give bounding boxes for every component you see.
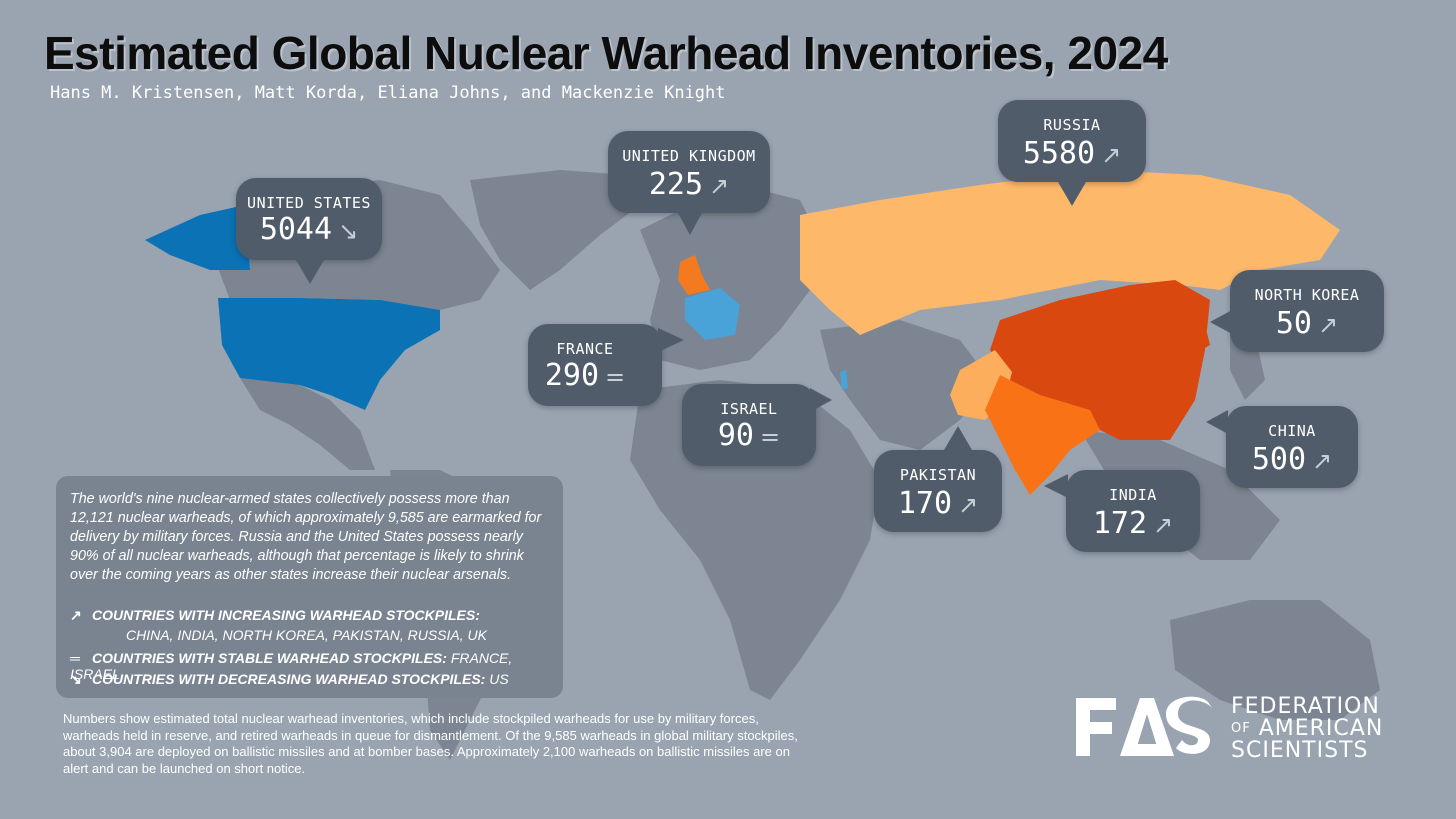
united-states-shape — [218, 298, 440, 410]
country-name: FRANCE — [556, 340, 614, 358]
callout-united-kingdom: UNITED KINGDOM 225 ↗ — [608, 131, 770, 235]
logo-line-american: AMERICAN — [1258, 716, 1384, 741]
legend-stable: ═ Countries with stable warhead stockpile… — [70, 650, 563, 682]
trend-increasing-icon: ↗ — [958, 491, 979, 519]
warhead-count: 290 — [544, 358, 600, 393]
info-paragraph: The world's nine nuclear-armed states co… — [70, 491, 542, 583]
trend-increasing-icon: ↗ — [1153, 511, 1174, 539]
country-name: INDIA — [1109, 486, 1157, 504]
callout-france: FRANCE 290 = — [528, 324, 684, 406]
israel-shape — [840, 370, 848, 390]
country-name: UNITED STATES — [247, 194, 371, 212]
legend-countries: China, India, North Korea, Pakistan, Rus… — [126, 627, 487, 643]
trend-stable-icon: = — [760, 423, 781, 451]
legend-decreasing: ↘ Countries with decreasing warhead stock… — [70, 671, 509, 688]
country-name: RUSSIA — [1043, 116, 1101, 134]
equals-icon: ═ — [70, 650, 80, 666]
greenland-shape — [470, 170, 640, 290]
trend-increasing-icon: ↗ — [709, 172, 730, 200]
country-name: CHINA — [1268, 422, 1316, 440]
france-shape — [685, 288, 740, 340]
fas-logo-mark — [1076, 696, 1212, 756]
legend-increasing: ↗ Countries with increasing warhead stock… — [70, 607, 487, 643]
country-name: NORTH KOREA — [1254, 286, 1360, 304]
warhead-count: 172 — [1092, 506, 1148, 541]
warhead-count: 170 — [897, 486, 953, 521]
united-kingdom-shape — [678, 255, 710, 295]
increasing-arrow-icon: ↗ — [70, 607, 82, 623]
footnote: Numbers show estimated total nuclear war… — [63, 711, 798, 776]
trend-decreasing-icon: ↘ — [338, 217, 359, 245]
trend-increasing-icon: ↗ — [1312, 447, 1333, 475]
country-name: UNITED KINGDOM — [622, 147, 756, 165]
country-name: ISRAEL — [720, 400, 778, 418]
trend-increasing-icon: ↗ — [1318, 311, 1339, 339]
country-name: PAKISTAN — [899, 466, 977, 484]
australia-shape — [1170, 600, 1380, 720]
legend-countries: France, Israel — [70, 650, 513, 682]
russia-shape — [800, 170, 1340, 335]
europe-shape — [640, 190, 820, 370]
callout-north-korea: NORTH KOREA 50 ↗ — [1210, 270, 1384, 352]
warhead-count: 50 — [1275, 306, 1312, 341]
warhead-count: 5044 — [259, 212, 333, 247]
legend-label: Countries with increasing warhead stockp… — [92, 607, 480, 623]
warhead-count: 5580 — [1022, 136, 1096, 171]
decreasing-arrow-icon: ↘ — [70, 671, 82, 687]
authors-line: Hans M. Kristensen, Matt Korda, Eliana J… — [50, 83, 726, 103]
north-korea-shape — [1190, 325, 1210, 352]
logo-line-of: OF — [1231, 721, 1251, 736]
page-title: Estimated Global Nuclear Warhead Invento… — [44, 27, 1168, 79]
callout-pakistan: PAKISTAN 170 ↗ — [874, 426, 1002, 532]
warhead-count: 500 — [1251, 442, 1307, 477]
india-shape — [985, 375, 1100, 495]
mexico-shape — [240, 378, 375, 470]
callout-india: INDIA 172 ↗ — [1044, 470, 1200, 552]
logo-line-scientists: SCIENTISTS — [1231, 738, 1369, 763]
fas-logo: FEDERATION OF AMERICAN SCIENTISTS — [1074, 694, 1404, 770]
info-box: The world's nine nuclear-armed states co… — [56, 476, 563, 698]
warhead-count: 90 — [717, 418, 754, 453]
callout-russia: RUSSIA 5580 ↗ — [998, 100, 1146, 206]
logo-line-federation: FEDERATION — [1231, 694, 1380, 719]
callout-israel: ISRAEL 90 = — [682, 384, 832, 466]
trend-increasing-icon: ↗ — [1101, 141, 1122, 169]
fas-logo-text: FEDERATION OF AMERICAN SCIENTISTS — [1231, 696, 1383, 762]
warhead-count: 225 — [648, 167, 704, 202]
legend-label: Countries with decreasing warhead stockp… — [92, 671, 486, 687]
callout-united-states: UNITED STATES 5044 ↘ — [236, 178, 382, 284]
callout-china: CHINA 500 ↗ — [1206, 406, 1358, 488]
middle-east-shape — [820, 320, 990, 450]
alaska-shape — [145, 205, 250, 270]
trend-stable-icon: = — [605, 363, 626, 391]
legend-label: Countries with stable warhead stockpiles… — [92, 650, 447, 666]
legend-countries: US — [489, 671, 509, 687]
